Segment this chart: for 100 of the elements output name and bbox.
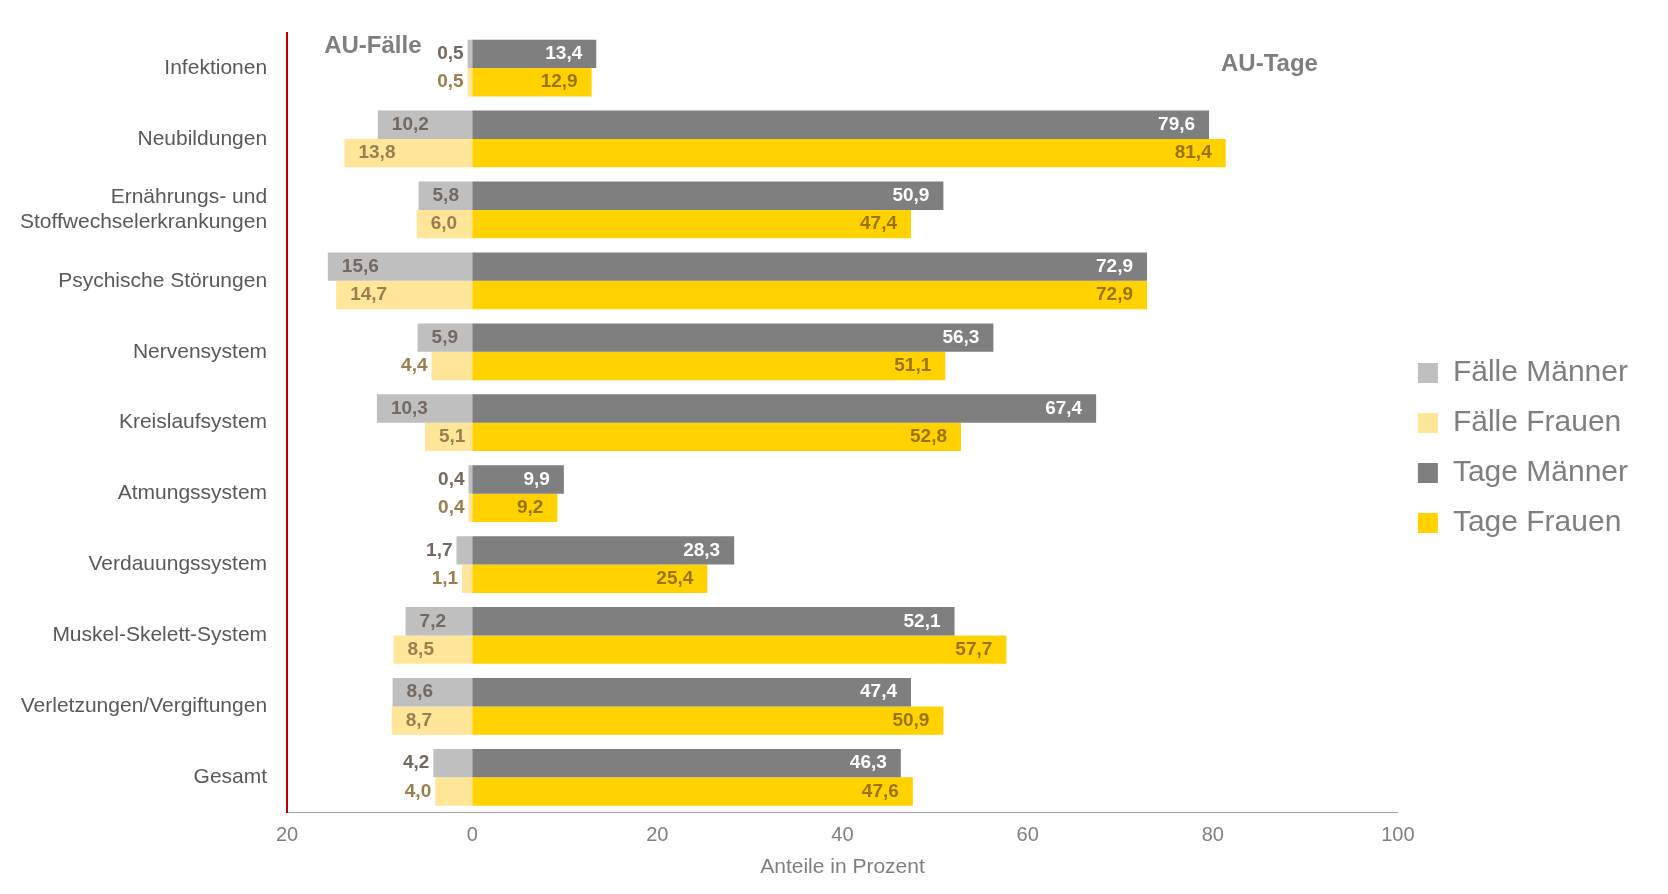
y-tick-label: Muskel-Skelett-System bbox=[52, 622, 268, 646]
bar bbox=[433, 748, 473, 778]
bar bbox=[472, 777, 913, 806]
bar bbox=[472, 678, 911, 707]
bar bbox=[472, 564, 708, 593]
data-label: 46,3 bbox=[849, 751, 887, 773]
data-label: 52,1 bbox=[903, 609, 941, 631]
bar bbox=[472, 110, 1210, 139]
bar bbox=[472, 706, 944, 735]
data-label: 5,8 bbox=[432, 183, 459, 205]
y-tick-label: Gesamt bbox=[193, 764, 268, 788]
data-label: 25,4 bbox=[656, 566, 694, 588]
data-label: 47,6 bbox=[861, 779, 899, 801]
y-tick-label: Verdauungssystem bbox=[88, 551, 268, 575]
data-label: 28,3 bbox=[683, 538, 721, 560]
bar bbox=[472, 394, 1097, 423]
data-label: 0,5 bbox=[437, 70, 465, 92]
y-tick-label: Nervensystem bbox=[132, 338, 268, 362]
y-tick-label: Infektionen bbox=[164, 54, 268, 78]
data-label: 56,3 bbox=[942, 325, 980, 347]
data-label: 0,5 bbox=[437, 42, 465, 64]
data-label: 9,2 bbox=[516, 496, 544, 518]
bar bbox=[376, 394, 473, 423]
data-label: 10,2 bbox=[391, 113, 429, 135]
data-label: 13,4 bbox=[545, 42, 583, 64]
legend-label: Fälle Männer bbox=[1452, 354, 1628, 388]
data-label: 4,0 bbox=[404, 779, 432, 801]
legend-label: Tage Frauen bbox=[1452, 504, 1622, 538]
bar bbox=[472, 138, 1226, 168]
bar bbox=[472, 635, 1007, 664]
bar bbox=[472, 607, 955, 636]
annotation: AU-Fälle bbox=[324, 31, 422, 59]
x-tick-label: 40 bbox=[831, 823, 854, 846]
bar bbox=[472, 323, 994, 352]
bar bbox=[472, 181, 944, 210]
data-label: 7,2 bbox=[419, 609, 446, 631]
bar bbox=[336, 280, 473, 310]
data-label: 52,8 bbox=[910, 425, 947, 447]
bar bbox=[472, 39, 597, 69]
bar bbox=[472, 351, 946, 381]
bar bbox=[472, 68, 592, 97]
data-label: 57,7 bbox=[955, 637, 993, 659]
data-label: 12,9 bbox=[540, 70, 578, 92]
bar bbox=[472, 252, 1148, 281]
y-tick-label: Verletzungen/Vergiftungen bbox=[20, 693, 268, 717]
y-tick-label: Psychische Störungen bbox=[58, 267, 268, 291]
bar bbox=[431, 351, 473, 381]
y-tick-label: Ernährungs- und Stoffwechselerkrankungen bbox=[19, 184, 268, 233]
y-tick-label: Kreislaufsystem bbox=[118, 409, 268, 433]
bar bbox=[472, 209, 911, 239]
annotation: AU-Tage bbox=[1221, 49, 1318, 77]
data-label: 47,4 bbox=[860, 212, 898, 234]
data-label: 0,4 bbox=[438, 496, 465, 518]
bar bbox=[391, 706, 473, 735]
data-label: 50,9 bbox=[892, 183, 930, 205]
bar bbox=[462, 564, 473, 593]
data-label: 8,7 bbox=[405, 708, 433, 730]
data-label: 10,3 bbox=[390, 396, 428, 418]
data-label: 51,1 bbox=[894, 354, 932, 376]
data-label: 5,1 bbox=[439, 425, 466, 447]
x-tick-label: 80 bbox=[1201, 823, 1224, 846]
x-tick-label: 60 bbox=[1016, 823, 1039, 846]
data-label: 15,6 bbox=[341, 254, 379, 276]
data-label: 67,4 bbox=[1045, 396, 1083, 418]
data-label: 8,6 bbox=[406, 680, 434, 702]
bar bbox=[472, 422, 961, 452]
bar bbox=[327, 252, 473, 281]
legend-label: Fälle Frauen bbox=[1452, 404, 1622, 438]
bar bbox=[393, 635, 473, 664]
x-tick-label: 0 bbox=[466, 823, 478, 846]
x-axis-title: Anteile in Prozent bbox=[760, 854, 925, 878]
x-tick-label: 20 bbox=[275, 823, 299, 846]
data-label: 72,9 bbox=[1096, 283, 1134, 305]
bar bbox=[456, 536, 473, 565]
data-label: 79,6 bbox=[1158, 113, 1196, 135]
data-label: 47,4 bbox=[860, 680, 898, 702]
bar bbox=[472, 465, 564, 494]
bar bbox=[472, 748, 901, 778]
y-tick-label: Neubildungen bbox=[137, 125, 268, 149]
data-label: 4,2 bbox=[402, 751, 430, 773]
bar bbox=[472, 280, 1148, 310]
data-label: 50,9 bbox=[892, 708, 930, 730]
legend-label: Tage Männer bbox=[1452, 454, 1629, 488]
data-label: 1,7 bbox=[426, 538, 453, 560]
bar bbox=[435, 777, 473, 806]
data-label: 9,9 bbox=[523, 467, 550, 489]
x-tick-label: 100 bbox=[1381, 823, 1415, 846]
x-tick-label: 20 bbox=[646, 823, 669, 846]
bar bbox=[472, 493, 558, 522]
data-label: 4,4 bbox=[401, 354, 428, 376]
bar bbox=[344, 138, 473, 168]
data-label: 6,0 bbox=[430, 212, 458, 234]
data-label: 72,9 bbox=[1096, 254, 1134, 276]
data-label: 0,4 bbox=[438, 467, 465, 489]
data-label: 81,4 bbox=[1174, 141, 1213, 163]
data-label: 5,9 bbox=[431, 325, 459, 347]
data-label: 1,1 bbox=[431, 566, 459, 588]
data-label: 14,7 bbox=[350, 283, 388, 305]
data-label: 13,8 bbox=[358, 141, 396, 163]
data-label: 8,5 bbox=[407, 637, 435, 659]
